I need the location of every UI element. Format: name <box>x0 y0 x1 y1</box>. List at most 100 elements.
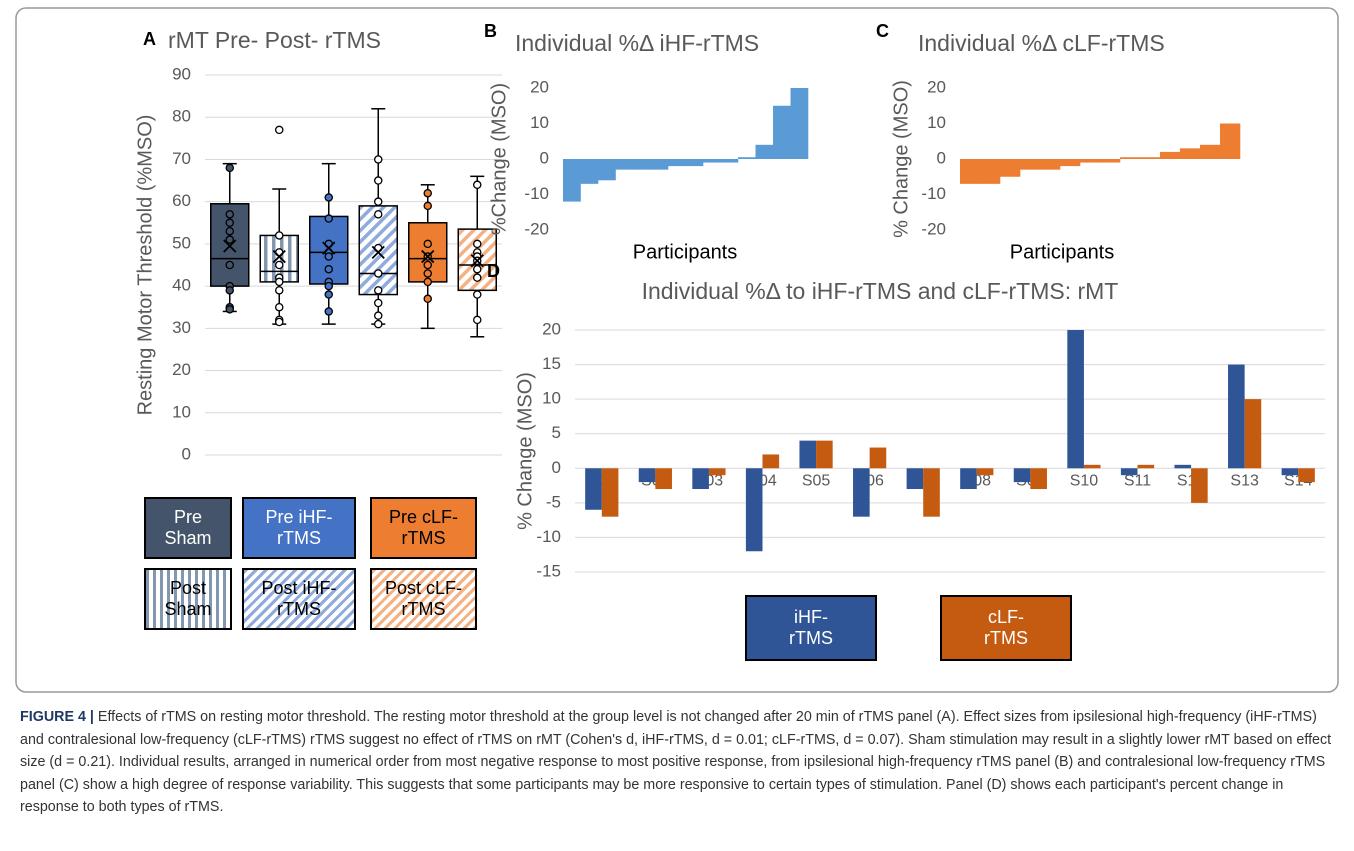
data-point <box>373 210 383 219</box>
legend-item: Post cLF-rTMS <box>370 568 477 630</box>
data-point <box>225 235 234 244</box>
bar <box>976 468 994 476</box>
bar <box>1281 468 1299 476</box>
bar <box>799 440 817 469</box>
x-axis-label: Participants <box>633 241 738 263</box>
bar <box>615 159 634 170</box>
data-point <box>472 273 482 282</box>
chart-title: Individual %Δ iHF-rTMS <box>515 30 759 56</box>
y-tick-label: -20 <box>921 219 946 238</box>
data-point <box>373 269 383 278</box>
bar <box>580 159 599 184</box>
bar <box>598 159 616 181</box>
data-point <box>274 277 284 287</box>
x-tick-label: S13 <box>1230 473 1259 490</box>
bar <box>685 159 704 167</box>
bar <box>1140 157 1161 159</box>
bar <box>692 468 709 490</box>
bar <box>1174 464 1192 469</box>
bar <box>960 468 977 490</box>
legend-item: iHF-rTMS <box>745 595 877 661</box>
data-point <box>373 197 383 206</box>
panel-label: A <box>143 29 156 49</box>
data-point <box>472 180 482 190</box>
mean-marker <box>322 241 336 255</box>
legend-item: Post iHF-rTMS <box>242 568 356 630</box>
data-point <box>373 311 383 320</box>
y-tick-label: 80 <box>172 107 191 126</box>
y-tick-label: 20 <box>927 77 946 96</box>
x-axis-label: Participants <box>1010 241 1115 263</box>
bar <box>755 144 774 159</box>
bar <box>585 468 602 510</box>
data-point <box>373 286 383 295</box>
data-point <box>324 252 333 261</box>
x-tick-label: S05 <box>802 473 831 490</box>
data-point <box>225 226 234 236</box>
y-tick-label: -10 <box>921 184 946 203</box>
data-point <box>423 260 432 270</box>
mean-marker <box>371 245 385 259</box>
bar <box>563 159 581 202</box>
caption: FIGURE 4 | Effects of rTMS on resting mo… <box>20 706 1332 819</box>
legend-item-text: Post iHF-rTMS <box>261 578 337 619</box>
caption-text: Effects of rTMS on resting motor thresho… <box>20 709 1332 815</box>
y-tick-label: -20 <box>524 219 549 238</box>
y-tick-label: 0 <box>552 458 561 477</box>
y-tick-label: 0 <box>182 444 191 463</box>
x-tick-label: S11 <box>1124 473 1151 490</box>
bar <box>738 157 756 159</box>
mean-marker <box>272 249 286 264</box>
data-point <box>373 176 383 185</box>
mean-marker <box>223 239 237 253</box>
caption-label: FIGURE 4 | <box>20 709 94 725</box>
data-point <box>274 317 284 327</box>
y-tick-label: 40 <box>172 276 191 295</box>
legend-item: Pre cLF-rTMS <box>370 497 477 559</box>
legend-item-text: Pre iHF-rTMS <box>265 507 333 548</box>
bar <box>638 468 656 483</box>
bar <box>1080 159 1101 163</box>
bar <box>980 159 1001 184</box>
data-point <box>423 269 432 278</box>
bar <box>1000 159 1021 177</box>
bar <box>1180 148 1201 159</box>
y-tick-label: 70 <box>172 149 191 168</box>
legend-item-text: iHF-rTMS <box>789 607 833 648</box>
bar <box>816 440 833 469</box>
figure-frame <box>15 7 1339 693</box>
bar <box>790 88 809 159</box>
bar <box>1060 159 1081 167</box>
bar <box>1083 464 1101 469</box>
data-point <box>225 305 234 314</box>
data-point <box>225 260 234 270</box>
data-point <box>423 201 432 211</box>
chart-title: Individual %Δ to iHF-rTMS and cLF-rTMS: … <box>642 278 1119 304</box>
bar <box>655 468 672 490</box>
y-tick-label: -15 <box>536 561 561 580</box>
y-axis-label: Resting Motor Threshold (%MSO) <box>134 115 156 416</box>
bar <box>1013 468 1031 483</box>
y-tick-label: -5 <box>546 492 561 511</box>
y-axis-label: % Change (MSO) <box>514 372 536 530</box>
data-point <box>274 302 284 312</box>
data-point <box>324 281 333 291</box>
bar <box>1040 159 1061 170</box>
bar <box>633 159 651 170</box>
y-tick-label: -10 <box>524 184 549 203</box>
box <box>358 205 398 296</box>
y-tick-label: 0 <box>937 148 946 167</box>
bar <box>923 468 940 517</box>
bar <box>1120 468 1138 476</box>
data-point <box>423 188 432 198</box>
y-tick-label: 90 <box>172 64 191 83</box>
y-tick-label: 60 <box>172 191 191 210</box>
legend-item: Pre Sham <box>144 497 232 559</box>
data-point <box>225 210 234 219</box>
bar <box>773 105 791 159</box>
data-point <box>373 319 383 329</box>
chart-title: rMT Pre- Post- rTMS <box>168 27 381 53</box>
bar <box>668 159 686 167</box>
y-tick-label: 10 <box>530 113 549 132</box>
data-point <box>324 290 333 299</box>
